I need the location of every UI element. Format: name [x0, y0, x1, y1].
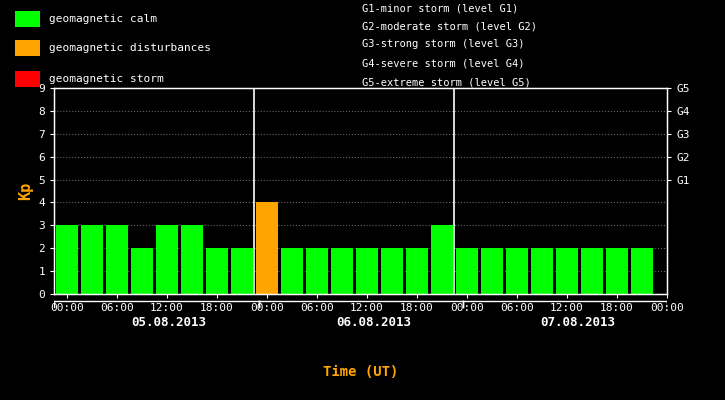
Text: G1-minor storm (level G1): G1-minor storm (level G1) — [362, 4, 519, 14]
Text: geomagnetic storm: geomagnetic storm — [49, 74, 164, 84]
Text: G2-moderate storm (level G2): G2-moderate storm (level G2) — [362, 21, 537, 31]
Bar — [181, 225, 202, 294]
Bar — [57, 225, 78, 294]
Bar — [506, 248, 528, 294]
Text: 07.08.2013: 07.08.2013 — [540, 316, 615, 329]
Text: Time (UT): Time (UT) — [323, 365, 398, 379]
Text: 06.08.2013: 06.08.2013 — [336, 316, 411, 329]
Bar — [381, 248, 402, 294]
Text: geomagnetic calm: geomagnetic calm — [49, 14, 157, 24]
Bar — [231, 248, 252, 294]
Text: geomagnetic disturbances: geomagnetic disturbances — [49, 43, 211, 53]
Bar — [456, 248, 478, 294]
Bar — [606, 248, 628, 294]
Bar — [356, 248, 378, 294]
FancyBboxPatch shape — [14, 12, 40, 27]
Text: G4-severe storm (level G4): G4-severe storm (level G4) — [362, 58, 525, 68]
Bar — [331, 248, 352, 294]
Bar — [157, 225, 178, 294]
Bar — [556, 248, 578, 294]
Text: G5-extreme storm (level G5): G5-extreme storm (level G5) — [362, 78, 531, 88]
Bar — [107, 225, 128, 294]
Bar — [581, 248, 602, 294]
Y-axis label: Kp: Kp — [18, 182, 33, 200]
Bar — [257, 202, 278, 294]
Bar — [406, 248, 428, 294]
Bar — [306, 248, 328, 294]
Bar — [207, 248, 228, 294]
Bar — [81, 225, 102, 294]
Text: G3-strong storm (level G3): G3-strong storm (level G3) — [362, 39, 525, 49]
Bar — [481, 248, 502, 294]
Bar — [431, 225, 452, 294]
Bar — [131, 248, 152, 294]
Bar — [631, 248, 652, 294]
FancyBboxPatch shape — [14, 71, 40, 87]
Text: 05.08.2013: 05.08.2013 — [132, 316, 207, 329]
Bar — [531, 248, 552, 294]
Bar — [281, 248, 302, 294]
FancyBboxPatch shape — [14, 40, 40, 56]
